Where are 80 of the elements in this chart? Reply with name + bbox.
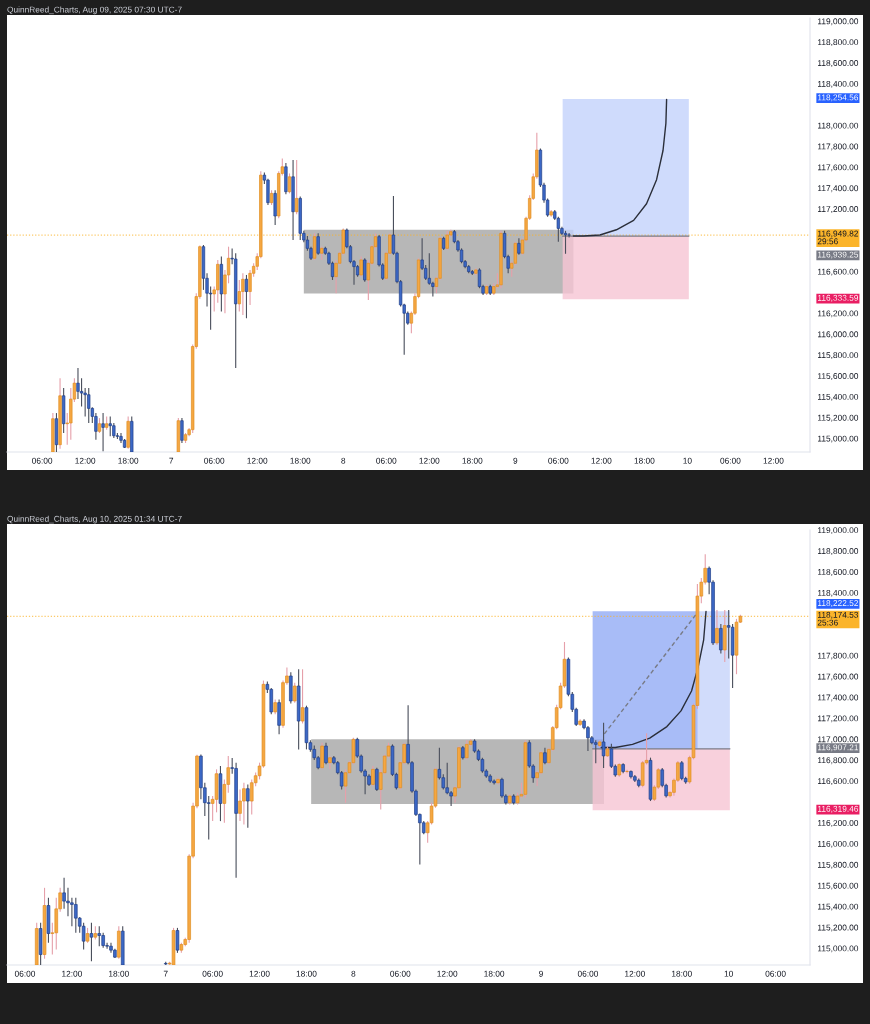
- x-tick-label: 8: [341, 457, 346, 464]
- y-tick-label: 116,600.00: [818, 268, 859, 276]
- y-tick-label: 116,200.00: [818, 310, 859, 318]
- text: 116,319.46: [818, 805, 859, 813]
- x-tick-label: 12:00: [763, 457, 784, 464]
- y-tick-label: 115,600.00: [818, 882, 859, 890]
- y-tick-label: 117,800.00: [818, 652, 859, 660]
- y-tick-label: 119,000.00: [818, 527, 859, 535]
- y-tick-label: 118,600.00: [818, 569, 859, 576]
- text: 116,333.59: [818, 294, 859, 302]
- x-tick-label: 18:00: [290, 457, 311, 464]
- x-tick-label: 18:00: [671, 970, 692, 977]
- text: 118,222.52: [818, 600, 859, 608]
- y-tick-label: 115,200.00: [818, 924, 859, 932]
- text: 116,907.21: [818, 744, 859, 752]
- chart-title: QuinnReed_Charts, Aug 09, 2025 07:30 UTC-7: [7, 6, 182, 15]
- x-tick-label: 06:00: [204, 457, 225, 464]
- x-tick-label: 18:00: [118, 457, 139, 464]
- y-tick-label: 115,200.00: [818, 414, 859, 422]
- y-tick-label: 118,000.00: [818, 122, 859, 130]
- x-tick-label: 06:00: [765, 970, 786, 977]
- ref-line-label: 118,174.53 25:36: [817, 611, 859, 626]
- x-tick-label: 06:00: [376, 457, 397, 464]
- x-tick-label: 12:00: [62, 970, 82, 977]
- x-tick-label: 10: [683, 457, 692, 464]
- x-tick-label: 10: [724, 970, 733, 977]
- x-tick-label: 18:00: [484, 970, 505, 977]
- x-tick-label: 9: [539, 970, 543, 977]
- x-tick-label: 12:00: [247, 457, 268, 464]
- x-tick-label: 7: [163, 970, 168, 977]
- y-tick-label: 117,200.00: [818, 206, 859, 213]
- y-tick-label: 116,600.00: [818, 778, 859, 786]
- ref-line-label: 116,949.82 29:56: [817, 230, 859, 245]
- y-tick-label: 115,600.00: [818, 373, 859, 380]
- y-tick-label: 117,400.00: [818, 694, 859, 702]
- y-tick-label: 117,000.00: [818, 736, 859, 744]
- x-tick-label: 18:00: [462, 457, 483, 464]
- x-tick-label: 8: [351, 970, 356, 977]
- x-tick-label: 06:00: [14, 970, 36, 977]
- y-tick-label: 115,000.00: [818, 435, 859, 443]
- y-tick-label: 118,800.00: [818, 39, 859, 47]
- y-tick-label: 117,600.00: [818, 673, 859, 681]
- y-tick-label: 118,400.00: [818, 80, 859, 88]
- text: 116,939.25: [818, 251, 859, 259]
- y-tick-label: 115,000.00: [818, 945, 859, 953]
- y-tick-label: 118,400.00: [818, 589, 859, 597]
- x-tick-label: 7: [169, 457, 174, 464]
- x-tick-label: 06:00: [548, 457, 569, 464]
- x-tick-label: 06:00: [32, 457, 53, 464]
- x-tick-label: 06:00: [202, 970, 223, 977]
- y-tick-label: 118,600.00: [818, 60, 859, 67]
- y-tick-label: 116,000.00: [818, 331, 859, 339]
- x-tick-label: 12:00: [437, 970, 458, 977]
- chart-title: QuinnReed_Charts, Aug 10, 2025 01:34 UTC-7: [7, 515, 182, 524]
- y-tick-label: 115,800.00: [818, 861, 859, 869]
- y-tick-label: 117,600.00: [818, 164, 859, 172]
- x-tick-label: 12:00: [75, 457, 96, 464]
- x-tick-label: 12:00: [249, 970, 270, 977]
- y-tick-label: 115,400.00: [818, 393, 859, 401]
- x-tick-label: 06:00: [577, 970, 599, 977]
- x-tick-label: 12:00: [625, 970, 645, 977]
- y-tick-label: 115,800.00: [818, 352, 859, 360]
- y-tick-label: 115,400.00: [818, 903, 859, 911]
- text: 118,254.56: [818, 94, 859, 102]
- y-tick-label: 117,200.00: [818, 715, 859, 723]
- y-tick-label: 116,800.00: [818, 757, 859, 765]
- x-tick-label: 18:00: [296, 970, 317, 977]
- x-tick-label: 06:00: [390, 970, 411, 977]
- x-tick-label: 18:00: [634, 457, 655, 464]
- y-tick-label: 116,000.00: [818, 840, 859, 848]
- x-tick-label: 9: [513, 457, 518, 464]
- x-tick-label: 12:00: [419, 457, 440, 464]
- y-tick-label: 117,800.00: [818, 143, 859, 151]
- y-tick-label: 119,000.00: [818, 18, 859, 26]
- x-tick-label: 12:00: [591, 457, 612, 464]
- x-tick-label: 18:00: [109, 970, 129, 977]
- y-tick-label: 118,800.00: [818, 548, 859, 555]
- x-tick-label: 06:00: [720, 457, 741, 464]
- y-tick-label: 116,200.00: [818, 819, 859, 827]
- y-tick-label: 117,400.00: [818, 185, 859, 193]
